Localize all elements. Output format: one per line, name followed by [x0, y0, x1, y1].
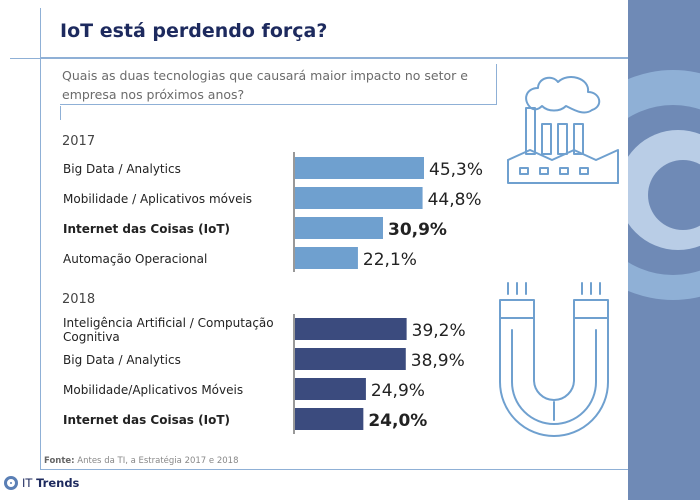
- brand-name: Trends: [36, 476, 80, 490]
- bar-2017-1: [295, 187, 423, 209]
- value-label-2018-0: 39,2%: [412, 321, 466, 341]
- question-frame: [60, 64, 497, 105]
- source-text: Antes da TI, a Estratégia 2017 e 2018: [77, 456, 239, 466]
- content-frame: [40, 58, 628, 470]
- category-label-2017-0: Big Data / Analytics: [63, 162, 181, 176]
- bar-2018-2: [295, 378, 366, 400]
- magnet-icon: [499, 282, 609, 437]
- category-label-2018-2: Mobilidade/Aplicativos Móveis: [63, 383, 243, 397]
- bar-2018-3: [295, 408, 364, 430]
- value-label-2017-2: 30,9%: [388, 220, 447, 240]
- year-label-2017: 2017: [62, 134, 96, 149]
- year-label-2018: 2018: [62, 292, 96, 307]
- category-label-2018-0: Inteligência Artificial / Computação Cogn…: [63, 316, 274, 344]
- title-frame: [40, 8, 628, 58]
- source-label: Fonte:: [44, 456, 75, 466]
- bar-2017-0: [295, 157, 424, 179]
- value-label-2017-3: 22,1%: [363, 250, 417, 270]
- value-label-2017-1: 44,8%: [428, 190, 482, 210]
- question-frame-tick: [60, 106, 61, 120]
- category-label-2017-3: Automação Operacional: [63, 252, 207, 266]
- category-label-2017-2: Internet das Coisas (IoT): [63, 222, 230, 236]
- brand-logo-icon: [4, 476, 18, 490]
- decorative-side-panel: [628, 0, 700, 500]
- brand: IT Trends: [4, 474, 79, 492]
- value-label-2017-0: 45,3%: [429, 160, 483, 180]
- bar-2017-2: [295, 217, 383, 239]
- source-note: Fonte: Antes da TI, a Estratégia 2017 e …: [44, 456, 238, 466]
- brand-prefix: IT: [22, 476, 33, 490]
- value-label-2018-3: 24,0%: [368, 411, 427, 431]
- category-label-2017-1: Mobilidade / Aplicativos móveis: [63, 192, 252, 206]
- category-label-2018-3: Internet das Coisas (IoT): [63, 413, 230, 427]
- category-label-2018-1: Big Data / Analytics: [63, 353, 181, 367]
- value-label-2018-2: 24,9%: [371, 381, 425, 401]
- page-title: IoT está perdendo força?: [60, 20, 328, 42]
- bar-chart: Big Data / Analytics 45,3% Mobilidade / Ap…: [63, 76, 619, 437]
- factory-icon: [507, 76, 619, 184]
- value-label-2018-1: 38,9%: [411, 351, 465, 371]
- bar-2018-0: [295, 318, 407, 340]
- bar-2017-3: [295, 247, 358, 269]
- bar-2018-1: [295, 348, 406, 370]
- question-text: Quais as duas tecnologias que causará ma…: [62, 68, 468, 102]
- frame-divider: [10, 58, 628, 59]
